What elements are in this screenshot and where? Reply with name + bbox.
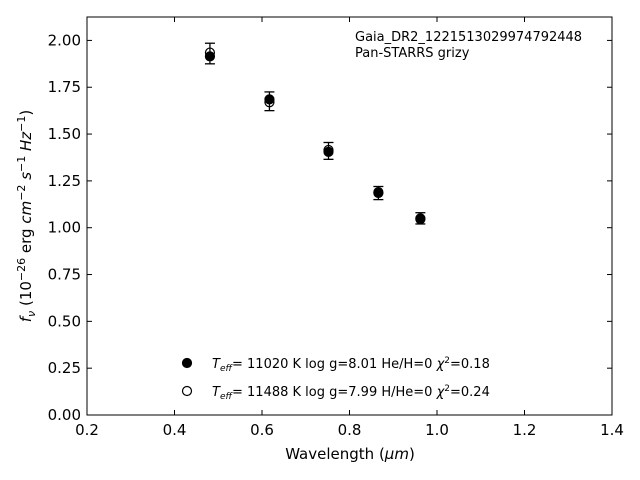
object-name-annotation: Gaia_DR2_1221513029974792448 [355, 30, 582, 45]
ylabel-part: (10 [17, 281, 35, 311]
legend-sub: eff [220, 364, 234, 374]
legend-entry: Teff= 11020 K log g=8.01 He/H=0 χ2=0.18 [212, 356, 490, 374]
x-tick-label: 1.0 [425, 421, 449, 439]
y-tick-label: 0.75 [48, 266, 81, 284]
legend-chi-value: =0.24 [450, 385, 490, 400]
y-tick-label: 0.50 [48, 312, 81, 330]
model-point-open [373, 187, 384, 199]
legend-sup: 2 [444, 356, 450, 366]
y-tick-labels: 0.00 0.25 0.50 0.75 1.00 1.25 1.50 1.75 2.00 [48, 31, 81, 424]
legend-chi-value: =0.18 [450, 357, 490, 372]
legend-chi: χ [436, 385, 446, 400]
legend: Teff= 11020 K log g=8.01 He/H=0 χ2=0.18T… [181, 356, 490, 402]
x-tick-label: 0.2 [75, 421, 99, 439]
legend-teff: T [212, 357, 221, 372]
survey-annotation: Pan-STARRS grizy [355, 46, 470, 61]
ylabel-sup: −2 [15, 185, 28, 201]
model-point-open [323, 144, 334, 156]
error-bars [204, 42, 426, 225]
data-points [204, 47, 426, 225]
x-tick-label: 1.2 [513, 421, 537, 439]
model-point-open [415, 213, 426, 224]
ylabel-sup: −1 [15, 156, 28, 172]
legend-marker-open [181, 385, 193, 397]
model-point-filled [204, 51, 216, 62]
ylabel-f: f [17, 314, 35, 322]
x-axis-title: Wavelength (μm) [285, 445, 415, 463]
y-tick-label: 1.50 [48, 125, 81, 143]
ylabel-part: Hz [17, 131, 35, 156]
y-tick-label: 1.00 [48, 219, 81, 237]
ylabel-part: s [17, 172, 35, 185]
ylabel-part: cm [17, 201, 35, 224]
model-point-open [204, 47, 216, 58]
model-point-filled [264, 94, 275, 105]
ylabel-nu: ν [25, 311, 38, 317]
ylabel-part: erg [17, 224, 35, 258]
legend-teff: T [212, 385, 221, 400]
y-tick-label: 2.00 [48, 31, 81, 49]
x-tick-labels: 0.2 0.4 0.6 0.8 1.0 1.2 1.4 [75, 421, 624, 439]
x-tick-label: 1.4 [600, 421, 624, 439]
axis-ticks [86, 17, 613, 416]
y-tick-label: 0.25 [48, 359, 81, 377]
legend-chi: χ [436, 357, 446, 372]
ylabel-sup: −26 [15, 258, 28, 281]
x-tick-label: 0.4 [163, 421, 187, 439]
y-tick-label: 1.25 [48, 172, 81, 190]
y-tick-label: 0.00 [48, 406, 81, 424]
ylabel-sup: −1 [15, 116, 28, 132]
plot-frame [86, 16, 613, 416]
y-tick-label: 1.75 [48, 78, 81, 96]
legend-params: = 11020 K log g=8.01 He/H=0 [232, 357, 437, 372]
legend-entry: Teff= 11488 K log g=7.99 H/He=0 χ2=0.24 [212, 384, 490, 402]
model-point-open [264, 97, 275, 108]
y-axis-title: fν (10−26 erg cm−2 s−1 Hz−1) [15, 110, 38, 322]
x-tick-label: 0.8 [338, 421, 362, 439]
legend-params: = 11488 K log g=7.99 H/He=0 [232, 385, 437, 400]
legend-sub: eff [220, 392, 234, 402]
legend-sup: 2 [444, 384, 450, 394]
x-tick-label: 0.6 [250, 421, 274, 439]
ylabel-part: ) [17, 110, 35, 116]
legend-marker-filled [181, 357, 193, 369]
